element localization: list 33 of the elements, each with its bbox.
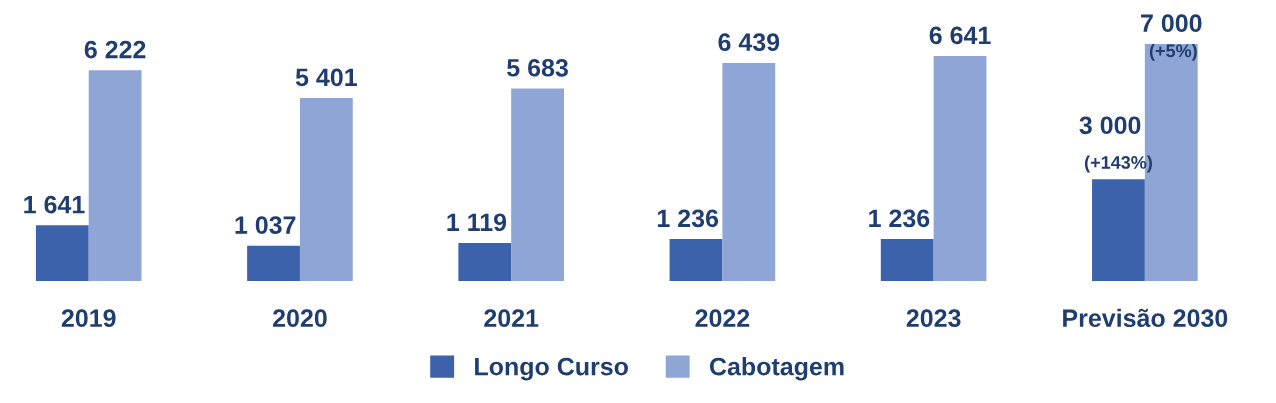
data-label: 1 119	[447, 213, 507, 232]
data-label: 5 401	[295, 68, 357, 87]
bar	[1092, 179, 1145, 281]
data-label: 6 222	[84, 40, 146, 59]
data-label: 1 641	[24, 195, 85, 214]
data-label: 1 037	[235, 216, 296, 234]
bar	[880, 239, 934, 281]
x-tick-label: 2020	[273, 309, 327, 328]
x-tick-label: Previsão 2030	[1063, 308, 1228, 328]
x-tick-label: 2021	[484, 309, 539, 328]
x-tick-label: 2022	[695, 309, 750, 328]
data-label: 6 439	[718, 33, 780, 52]
annotation: (+5%)	[1149, 43, 1197, 61]
bar	[933, 56, 987, 281]
annotation: (+143%)	[1084, 155, 1152, 173]
data-label: 7 000	[1141, 14, 1202, 33]
data-label: 3 000	[1079, 116, 1141, 135]
data-label: 1 236	[657, 209, 719, 228]
bar	[247, 245, 300, 281]
x-tick-label: 2023	[906, 309, 961, 328]
data-label: 6 641	[929, 26, 991, 45]
legend-label: Longo Curso	[475, 357, 628, 381]
bar	[88, 70, 142, 281]
bar	[669, 239, 723, 281]
data-label: 5 683	[507, 58, 568, 77]
data-label: 1 236	[869, 209, 930, 228]
bar	[35, 225, 89, 281]
legend-label: Cabotagem	[709, 357, 844, 381]
bar	[299, 98, 353, 281]
x-tick-label: 2019	[61, 309, 116, 328]
bar	[722, 62, 776, 281]
bar	[511, 88, 564, 281]
bar	[458, 243, 512, 281]
